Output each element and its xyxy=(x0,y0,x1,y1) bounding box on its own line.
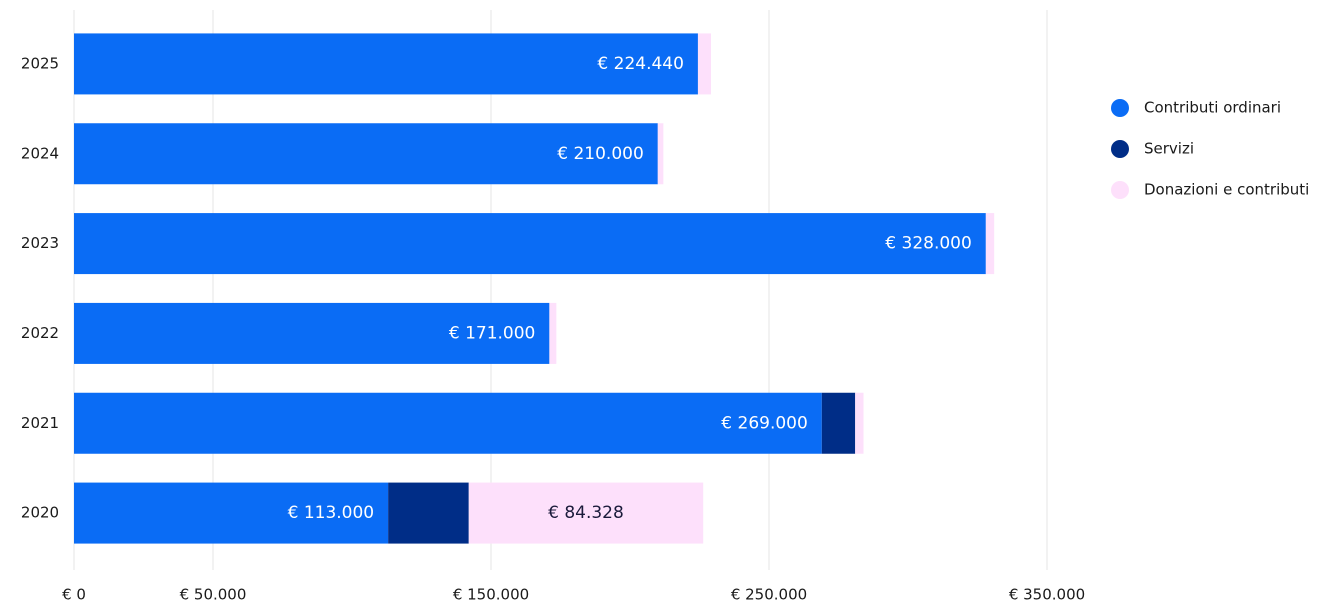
bar-segment xyxy=(74,213,986,275)
value-label: € 84.328 xyxy=(548,503,624,523)
x-tick-label: € 150.000 xyxy=(453,586,529,603)
x-tick-label: € 0 xyxy=(62,586,86,603)
value-label: € 171.000 xyxy=(449,323,536,343)
bar-segment xyxy=(821,392,856,454)
legend-label: Servizi xyxy=(1144,140,1194,158)
bar-segment xyxy=(388,482,469,544)
x-tick-label: € 350.000 xyxy=(1009,586,1085,603)
bar-segment xyxy=(74,33,698,95)
bar-segment xyxy=(74,302,550,364)
value-label: € 224.440 xyxy=(597,54,684,74)
legend-marker xyxy=(1111,181,1129,199)
bar-segment xyxy=(74,392,822,454)
bar-segment xyxy=(74,482,389,544)
bar-segment xyxy=(657,123,664,185)
legend-marker xyxy=(1111,99,1129,117)
bar-segment xyxy=(74,123,658,185)
y-tick-label: 2022 xyxy=(21,324,59,342)
bar-segment xyxy=(697,33,712,95)
bar-segment xyxy=(985,213,995,275)
bar-segment xyxy=(855,392,864,454)
y-tick-label: 2023 xyxy=(21,234,59,252)
y-tick-label: 2021 xyxy=(21,414,59,432)
legend-label: Donazioni e contributi xyxy=(1144,181,1309,199)
bar-segment xyxy=(549,302,557,364)
legend-marker xyxy=(1111,140,1129,158)
x-tick-label: € 250.000 xyxy=(731,586,807,603)
y-tick-label: 2024 xyxy=(21,144,59,162)
x-tick-label: € 50.000 xyxy=(180,586,247,603)
y-tick-label: 2020 xyxy=(21,504,59,522)
value-label: € 113.000 xyxy=(288,503,375,523)
bar-segment xyxy=(468,482,704,544)
value-label: € 328.000 xyxy=(885,234,972,254)
legend-label: Contributi ordinari xyxy=(1144,99,1281,117)
value-label: € 210.000 xyxy=(557,144,644,164)
y-tick-label: 2025 xyxy=(21,54,59,72)
value-label: € 269.000 xyxy=(721,413,808,433)
